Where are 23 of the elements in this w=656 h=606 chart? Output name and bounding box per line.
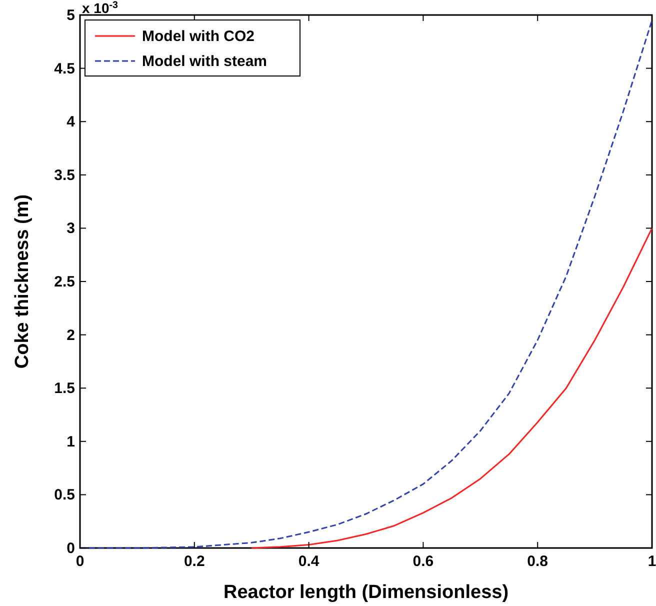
annotation: x 10$^{-3}$ xyxy=(82,0,119,16)
y-tick-label: 3 xyxy=(66,220,75,238)
line-series xyxy=(250,227,653,549)
y-axis-title: Coke thickness (m) xyxy=(12,194,33,369)
y-tick-label: 1.5 xyxy=(54,380,75,398)
x-tick-label: 0.8 xyxy=(527,553,548,570)
y-tick-label: 2.5 xyxy=(54,274,75,290)
y-tick-label: 0.5 xyxy=(54,486,75,504)
y-tick-label: 5 xyxy=(66,7,75,24)
x-axis-title: Reactor length (Dimensionless) xyxy=(223,582,509,603)
x-tick-label: 0.4 xyxy=(298,553,320,570)
legend-label: Model with CO2 xyxy=(142,28,254,45)
x-tick-label: 1 xyxy=(648,553,656,570)
y-tick-label: 1 xyxy=(66,433,75,450)
y-tick-label: 4.5 xyxy=(54,60,75,78)
x-tick-label: 0.2 xyxy=(184,553,205,570)
x-tick-label: 0.6 xyxy=(412,553,434,570)
y-tick-label: 0 xyxy=(66,540,75,557)
y-tick-label: 2 xyxy=(66,326,75,344)
y-tick-label: 3.5 xyxy=(54,166,75,184)
legend-label: Model with steam xyxy=(142,53,268,70)
line-series xyxy=(79,20,653,549)
y-tick-label: 4 xyxy=(66,114,76,131)
